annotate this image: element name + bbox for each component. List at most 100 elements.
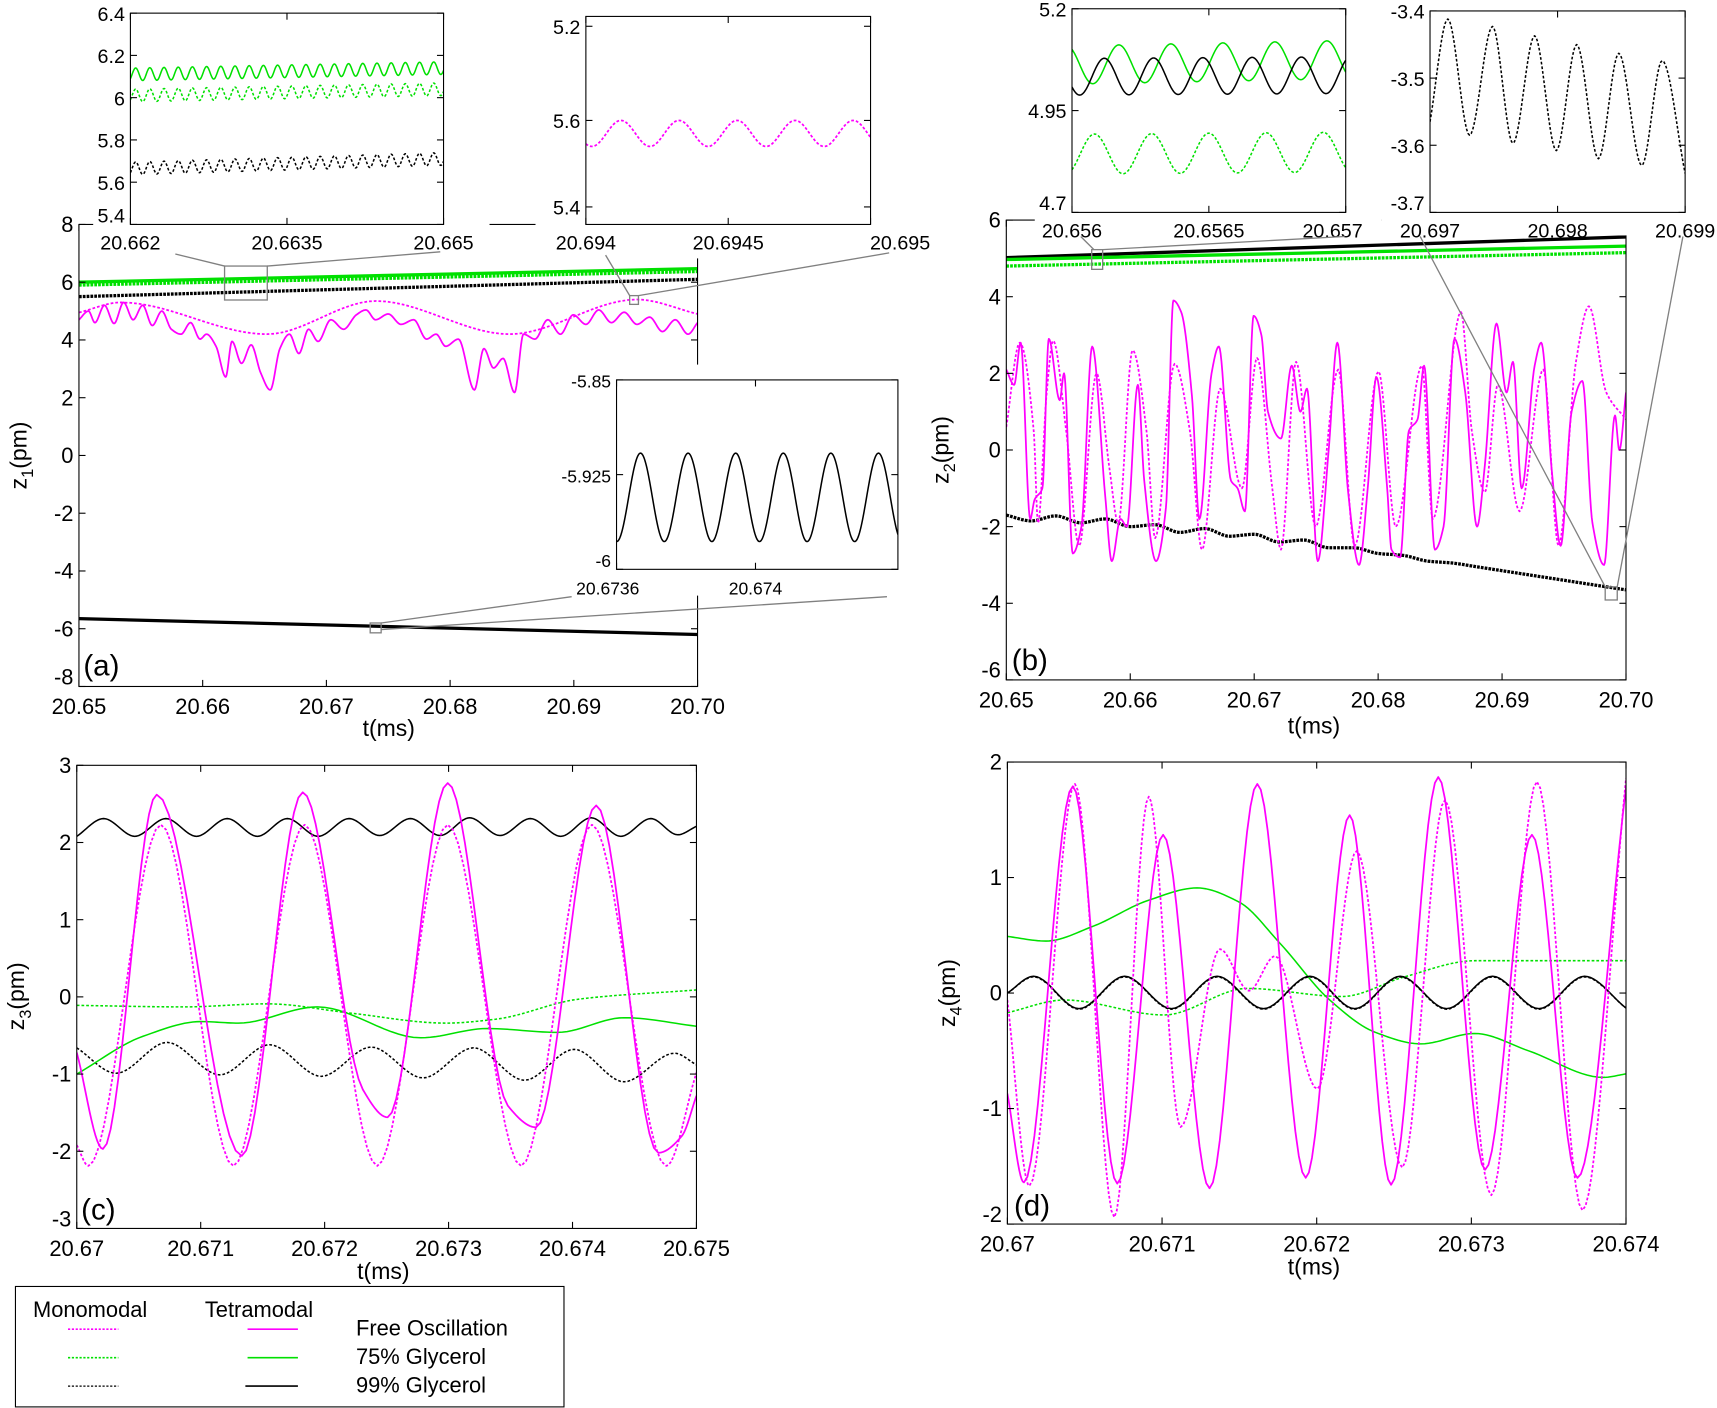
x-tick-label: 20.6635	[251, 233, 322, 255]
x-tick-label: 20.672	[1283, 1231, 1350, 1256]
panel-label: (c)	[81, 1194, 115, 1227]
x-tick-label: 20.65	[979, 687, 1034, 712]
panel-d: 20.67 20.671 20.672 20.673 20.674 -2 -1 0 1 2 t(ms…	[934, 750, 1660, 1280]
y-tick-label: 0	[990, 981, 1002, 1006]
zoom-marker	[1080, 235, 1345, 270]
series-tetramodal-75-glycerol	[1006, 244, 1627, 262]
x-tick-label: 20.665	[413, 233, 473, 255]
y-tick-label: -1	[982, 1096, 1001, 1121]
x-tick-label: 20.6736	[576, 579, 639, 599]
legend-label-75: 75% Glycerol	[356, 1344, 486, 1369]
y-tick-label: -4	[54, 559, 73, 584]
inset-background	[535, 0, 944, 259]
y-label-unit: (pm)	[927, 416, 953, 463]
y-tick-label: -2	[52, 1139, 71, 1164]
plot-area	[78, 266, 698, 637]
y-tick-label: -6	[54, 616, 73, 641]
y-tick-label: -8	[54, 664, 73, 689]
x-tick-label: 20.67	[1227, 687, 1282, 712]
y-label-base: z	[3, 1019, 29, 1031]
y-tick-label: -2	[981, 514, 1000, 539]
x-tick-label: 20.673	[415, 1236, 482, 1261]
y-axis-label: z2(pm)	[927, 416, 959, 484]
x-tick-label: 20.657	[1302, 221, 1362, 243]
y-tick-label: -6	[595, 551, 611, 571]
y-label-subscript: 1	[19, 469, 37, 478]
y-tick-label: -1	[52, 1062, 71, 1087]
series-monomodal-75-glycerol	[76, 989, 697, 1024]
y-tick-label: 0	[61, 443, 73, 468]
y-tick-label: 6.4	[98, 4, 125, 26]
inset-panels: 20.662 20.6635 20.665 5.4 5.6 5.8 6 6.2 6.4 20.69…	[93, 0, 1717, 599]
y-tick-label: 4.95	[1028, 101, 1066, 123]
series-monomodal-75-glycerol	[1071, 131, 1346, 175]
series-tetramodal-75-glycerol	[76, 1006, 697, 1075]
plot-area	[616, 452, 898, 543]
legend-header-monomodal: Monomodal	[33, 1297, 147, 1322]
x-tick-label: 20.695	[870, 233, 930, 255]
x-tick-label: 20.671	[167, 1236, 234, 1261]
series-monomodal-99-glycerol	[78, 277, 698, 299]
y-tick-label: -4	[981, 591, 1000, 616]
y-label-base: z	[5, 478, 31, 489]
x-tick-label: 20.67	[980, 1231, 1035, 1256]
x-tick-label: 20.694	[556, 233, 616, 255]
axes-frame	[1006, 761, 1627, 1225]
zoom-region-box	[629, 294, 640, 306]
y-tick-label: 4.7	[1039, 193, 1066, 215]
zoom-connector-line	[381, 596, 888, 631]
y-tick-label: 5.2	[1039, 0, 1066, 21]
panel-label: (a)	[83, 650, 119, 683]
plot-area	[1071, 40, 1346, 175]
zoom-region-box	[1604, 586, 1618, 601]
zoom-region-box	[223, 265, 268, 301]
zoom-connector-line	[1616, 236, 1684, 587]
panel-a2: 20.694 20.6945 20.695 5.2 5.6 5.4	[535, 0, 944, 259]
y-label-unit: (pm)	[3, 962, 29, 1009]
y-tick-label: 6	[989, 208, 1001, 233]
series-monomodal-99-glycerol	[130, 152, 444, 176]
panel-label: (b)	[1012, 644, 1048, 677]
y-tick-label: 5.4	[98, 205, 125, 227]
y-tick-label: 2	[989, 361, 1001, 386]
y-tick-label: -5.925	[561, 466, 611, 486]
inset-background	[607, 364, 912, 596]
y-tick-label: 6.2	[98, 46, 125, 68]
x-tick-label: 20.673	[1438, 1231, 1505, 1256]
series-tetramodal-free-oscillation	[1007, 776, 1627, 1190]
plot-area	[1006, 235, 1627, 592]
x-tick-label: 20.672	[291, 1236, 358, 1261]
x-tick-label: 20.6565	[1173, 221, 1244, 243]
plot-area	[76, 782, 697, 1167]
series-monomodal-free-oscillation	[76, 823, 697, 1167]
y-tick-label: 4	[61, 328, 73, 353]
y-tick-label: 4	[989, 284, 1001, 309]
zoom-connector-line	[381, 596, 572, 624]
x-axis-label: t(ms)	[357, 1258, 409, 1284]
y-tick-label: -3.7	[1391, 193, 1425, 215]
x-tick-label: 20.70	[670, 694, 725, 719]
series-tetramodal-99-glycerol	[616, 452, 898, 543]
x-tick-label: 20.66	[1103, 687, 1158, 712]
x-tick-label: 20.70	[1599, 687, 1654, 712]
x-tick-label: 20.67	[49, 1236, 104, 1261]
x-tick-label: 20.68	[423, 694, 478, 719]
y-label-subscript: 4	[947, 1006, 965, 1015]
series-tetramodal-75-glycerol	[1007, 887, 1627, 1079]
y-tick-label: 5.4	[553, 198, 580, 220]
y-tick-label: -3.6	[1391, 136, 1425, 158]
series-monomodal-free-oscillation	[1007, 778, 1627, 1219]
series-tetramodal-free-oscillation	[76, 782, 697, 1157]
y-label-subscript: 2	[941, 463, 959, 472]
series-tetramodal-free-oscillation	[1006, 299, 1627, 566]
x-axis-label: t(ms)	[1288, 713, 1340, 739]
zoom-marker	[175, 251, 441, 301]
x-axis-label: t(ms)	[1288, 1253, 1340, 1279]
panel-c: 20.67 20.671 20.672 20.673 20.674 20.675 -3 -2 -…	[3, 753, 730, 1284]
legend-header-tetramodal: Tetramodal	[205, 1297, 313, 1322]
x-tick-label: 20.6945	[693, 233, 764, 255]
y-tick-label: 0	[59, 985, 71, 1010]
zoom-marker	[369, 596, 888, 634]
plot-area	[130, 61, 444, 176]
